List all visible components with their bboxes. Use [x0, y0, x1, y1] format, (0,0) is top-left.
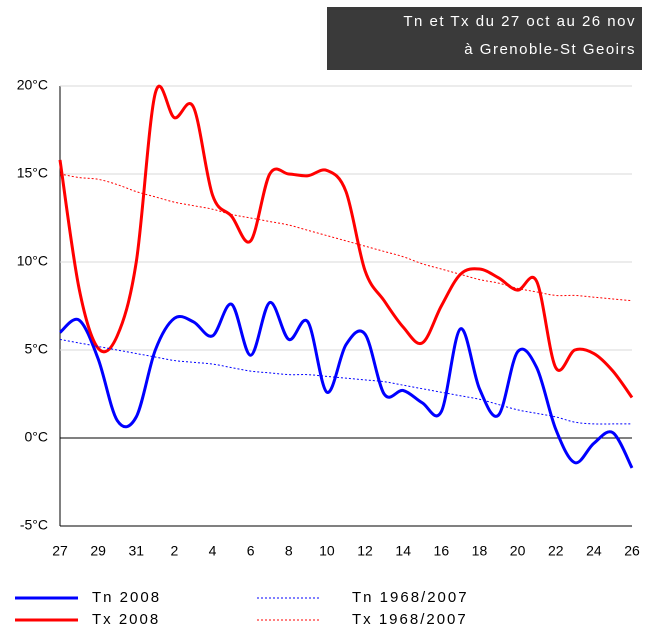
- y-tick-label: 0°C: [25, 429, 49, 445]
- x-tick-label: 29: [90, 543, 106, 559]
- x-tick-label: 14: [395, 543, 411, 559]
- y-tick-label: 5°C: [25, 341, 49, 357]
- y-tick-label: -5°C: [20, 517, 48, 533]
- x-tick-label: 26: [624, 543, 640, 559]
- legend-label: Tn 2008: [92, 589, 161, 606]
- legend-label: Tx 1968/2007: [352, 611, 468, 628]
- x-tick-label: 12: [357, 543, 373, 559]
- chart-subtitle: à Grenoble-St Geoirs: [464, 41, 636, 58]
- title-box: [327, 7, 642, 70]
- x-tick-label: 27: [52, 543, 68, 559]
- legend-label: Tn 1968/2007: [352, 589, 469, 606]
- x-tick-label: 20: [510, 543, 526, 559]
- x-tick-label: 31: [128, 543, 144, 559]
- x-tick-label: 10: [319, 543, 335, 559]
- y-tick-label: 15°C: [17, 165, 48, 181]
- x-tick-label: 24: [586, 543, 602, 559]
- legend-label: Tx 2008: [92, 611, 160, 628]
- x-tick-label: 4: [209, 543, 217, 559]
- x-tick-label: 22: [548, 543, 564, 559]
- series-line: [59, 338, 632, 425]
- series-line: [58, 84, 634, 399]
- x-tick-label: 16: [434, 543, 450, 559]
- chart-title: Tn et Tx du 27 oct au 26 nov: [403, 13, 636, 30]
- series-line: [59, 300, 634, 469]
- y-tick-label: 20°C: [17, 77, 48, 93]
- y-tick-label: 10°C: [17, 253, 48, 269]
- x-tick-label: 6: [247, 543, 255, 559]
- x-tick-label: 2: [171, 543, 179, 559]
- x-tick-label: 8: [285, 543, 293, 559]
- x-tick-label: 18: [472, 543, 488, 559]
